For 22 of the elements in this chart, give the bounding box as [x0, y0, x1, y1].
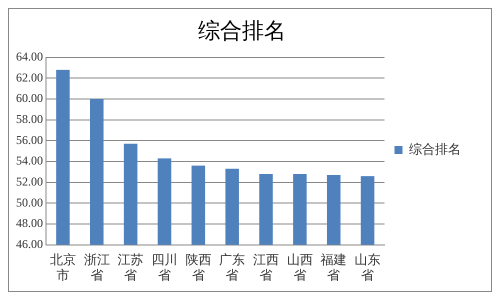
x-tick-label: 山西省 [286, 252, 313, 283]
x-tick-label: 北京市 [50, 252, 76, 283]
x-tick-label: 四川省 [151, 252, 178, 283]
y-tick-label: 56.00 [16, 132, 43, 147]
x-tick-label: 浙江省 [84, 252, 110, 283]
chart-title: 综合排名 [198, 18, 286, 43]
x-tick-label: 广东省 [219, 252, 246, 283]
legend-label: 综合排名 [409, 141, 461, 156]
y-tick-label: 52.00 [16, 174, 43, 188]
y-tick-label: 64.00 [16, 50, 43, 64]
y-tick-label: 62.00 [16, 70, 43, 84]
y-tick-label: 48.00 [16, 216, 43, 230]
x-tick-label: 陕西省 [185, 252, 212, 283]
y-tick-label: 46.00 [16, 236, 43, 251]
x-tick-label: 山东省 [354, 252, 381, 283]
x-tick-label: 江苏省 [118, 252, 144, 283]
x-tick-label: 江西省 [253, 252, 280, 283]
y-tick-label: 54.00 [16, 154, 43, 168]
x-tick-label: 福建省 [320, 252, 347, 283]
y-tick-label: 50.00 [16, 195, 43, 210]
y-tick-label: 60.00 [16, 91, 43, 106]
y-tick-label: 58.00 [16, 112, 43, 126]
